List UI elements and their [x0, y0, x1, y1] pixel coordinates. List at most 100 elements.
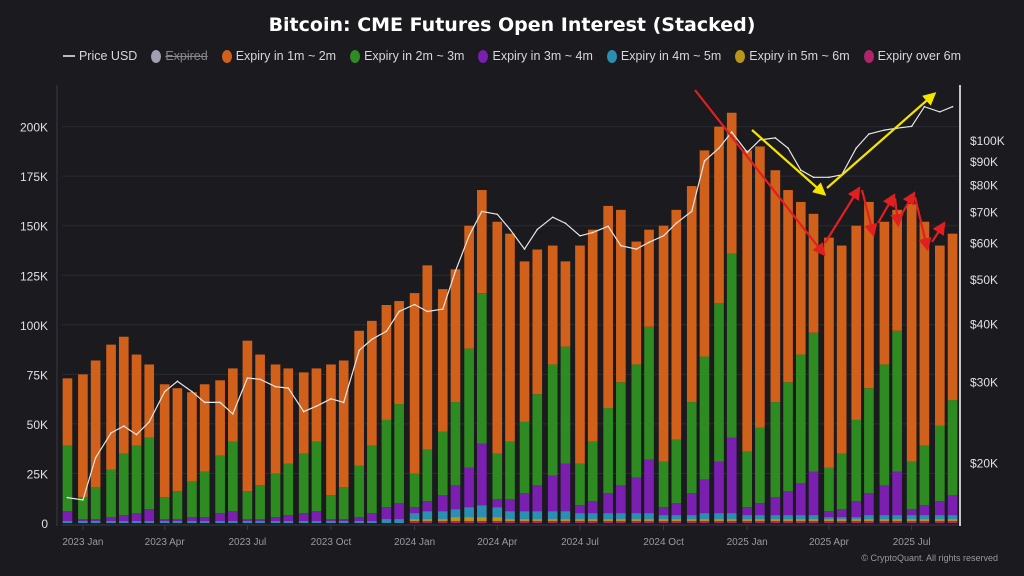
bar-segment: [381, 419, 392, 508]
bar-segment: [159, 384, 170, 498]
legend-item-3m-4m[interactable]: Expiry in 3m ~ 4m: [478, 49, 593, 63]
price-point: [413, 303, 416, 306]
bar-segment: [726, 112, 737, 254]
bar-segment: [255, 354, 265, 486]
bar-segment: [283, 515, 294, 522]
bar-segment: [699, 521, 710, 523]
price-point: [232, 413, 234, 415]
price-point: [910, 125, 913, 128]
bar-segment: [808, 332, 819, 472]
bar-segment: [795, 201, 806, 355]
bar-segment: [587, 519, 598, 522]
price-point: [148, 421, 151, 423]
bar-segment: [587, 441, 598, 502]
legend-item-expired[interactable]: Expired: [151, 49, 208, 63]
bar-segment: [118, 515, 129, 522]
bar-segment: [450, 521, 461, 523]
bar-segment: [864, 519, 874, 522]
bar-segment: [118, 336, 129, 454]
bar-segment: [560, 521, 571, 523]
bar-segment: [906, 519, 917, 522]
bar-segment: [215, 521, 225, 523]
bar-segment: [78, 519, 88, 522]
bar-segment: [505, 521, 515, 523]
legend-item-over-6m[interactable]: Expiry over 6m: [863, 49, 961, 63]
bar-segment: [935, 425, 945, 502]
bar-segment: [755, 521, 765, 523]
bar-segment: [270, 364, 281, 474]
bar-segment: [631, 521, 642, 523]
price-point: [66, 496, 69, 499]
bar-segment: [172, 521, 183, 523]
bar-segment: [892, 209, 902, 331]
bar-segment: [851, 225, 862, 420]
bar-segment: [131, 513, 142, 522]
bar-segment: [159, 519, 170, 522]
dot-swatch-icon: [863, 49, 874, 63]
bar-segment: [106, 517, 116, 522]
bar-segment: [547, 475, 558, 512]
bar-segment: [338, 519, 349, 522]
price-point: [536, 228, 539, 231]
bar-segment: [631, 513, 642, 520]
price-point: [468, 234, 470, 237]
bar-segment: [131, 445, 142, 514]
bar-segment: [354, 517, 364, 522]
dot-swatch-icon: [350, 49, 361, 63]
bar-segment: [836, 509, 847, 518]
bar-segment: [477, 190, 487, 294]
price-point: [481, 210, 483, 213]
bar-segment: [492, 507, 503, 518]
bar-segment: [437, 519, 448, 522]
price-point: [287, 387, 290, 389]
bar-segment: [422, 519, 433, 522]
legend-item-2m-3m[interactable]: Expiry in 2m ~ 3m: [350, 49, 464, 63]
bar-segment: [532, 249, 543, 395]
bar-segment: [808, 471, 819, 516]
bar-segment: [437, 289, 448, 432]
price-point: [551, 216, 554, 219]
bar-segment: [547, 521, 558, 523]
bar-segment: [394, 519, 404, 523]
legend-item-5m-6m[interactable]: Expiry in 5m ~ 6m: [735, 49, 850, 63]
bar-segment: [631, 477, 642, 514]
bar-segment: [381, 519, 392, 523]
price-point: [690, 210, 693, 213]
bar-segment: [699, 356, 710, 480]
legend-item-1m-2m[interactable]: Expiry in 1m ~ 2m: [221, 49, 337, 63]
x-tick-label: 2025 Apr: [809, 537, 850, 548]
bar-segment: [587, 229, 598, 442]
bar-segment: [864, 521, 874, 523]
red-arrow-annotation: [899, 191, 916, 218]
bar-segment: [658, 225, 669, 462]
bar-segment: [311, 511, 322, 522]
bar-segment: [616, 209, 626, 383]
legend-item-price[interactable]: Price USD: [62, 49, 137, 63]
bar-segment: [879, 515, 890, 520]
y-left-tick-label: 200K: [20, 121, 48, 135]
bar-segment: [726, 513, 737, 520]
x-tick-label: 2023 Apr: [145, 537, 186, 548]
bar-segment: [547, 364, 558, 476]
bar-segment: [159, 521, 170, 523]
bar-segment: [603, 519, 613, 522]
bar-segment: [919, 505, 930, 516]
bar-segment: [658, 515, 669, 520]
bar-segment: [795, 483, 806, 516]
y-left-tick-label: 150K: [20, 220, 48, 234]
y-right-tick-label: $30K: [970, 375, 998, 389]
bar-segment: [199, 384, 210, 472]
bar-segment: [616, 519, 626, 522]
bar-segment: [298, 513, 309, 522]
legend-label: Expiry in 1m ~ 2m: [235, 49, 337, 63]
bar-segment: [686, 519, 697, 522]
legend-item-4m-5m[interactable]: Expiry in 4m ~ 5m: [606, 49, 721, 63]
bar-segment: [836, 245, 847, 454]
bar-segment: [770, 515, 781, 520]
bar-segment: [159, 497, 170, 520]
x-tick-label: 2025 Jul: [893, 537, 931, 548]
bar-segment: [118, 453, 129, 516]
bar-segment: [658, 521, 669, 523]
bar-segment: [131, 354, 142, 446]
bar-segment: [90, 360, 101, 488]
